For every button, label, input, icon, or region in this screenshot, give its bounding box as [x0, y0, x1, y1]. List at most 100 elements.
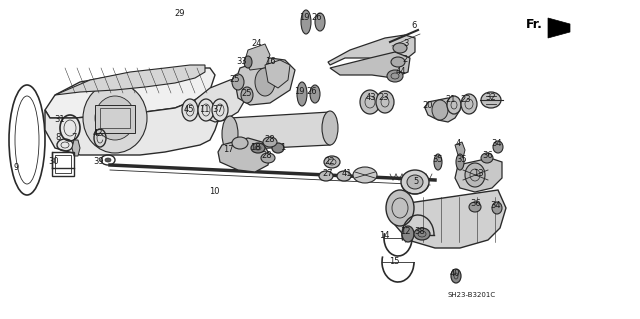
Text: 32: 32: [486, 93, 496, 101]
Text: 7: 7: [71, 132, 77, 142]
Polygon shape: [328, 35, 415, 65]
Text: 28: 28: [262, 152, 272, 160]
Polygon shape: [265, 60, 290, 88]
Ellipse shape: [315, 13, 325, 31]
Text: 22: 22: [324, 157, 335, 166]
Ellipse shape: [376, 91, 394, 113]
Polygon shape: [395, 190, 506, 248]
Text: 21: 21: [445, 95, 456, 105]
Text: 5: 5: [413, 177, 419, 187]
Polygon shape: [245, 44, 270, 70]
Ellipse shape: [182, 99, 198, 121]
Ellipse shape: [212, 99, 228, 121]
Text: 20: 20: [423, 101, 433, 110]
Text: 8: 8: [55, 133, 61, 143]
Ellipse shape: [319, 171, 333, 181]
Text: 6: 6: [412, 21, 417, 31]
Text: 3: 3: [403, 40, 409, 48]
Polygon shape: [195, 78, 248, 122]
Ellipse shape: [465, 163, 485, 187]
Text: 28: 28: [265, 135, 275, 144]
Text: 12: 12: [400, 227, 410, 236]
Bar: [100, 108, 130, 128]
Text: 34: 34: [491, 202, 501, 211]
Ellipse shape: [232, 137, 248, 149]
Text: 9: 9: [13, 164, 19, 173]
Ellipse shape: [222, 116, 238, 152]
Ellipse shape: [391, 57, 405, 67]
Ellipse shape: [297, 82, 307, 106]
Text: 36: 36: [483, 152, 493, 160]
Ellipse shape: [386, 190, 414, 226]
Text: Fr.: Fr.: [526, 19, 543, 32]
Text: 19: 19: [299, 12, 309, 21]
Ellipse shape: [324, 156, 340, 168]
Polygon shape: [55, 65, 205, 95]
Ellipse shape: [401, 170, 429, 194]
Polygon shape: [330, 52, 410, 78]
Text: 26: 26: [307, 87, 317, 97]
Bar: [95, 105, 135, 133]
Ellipse shape: [461, 94, 477, 114]
Text: 14: 14: [379, 232, 389, 241]
Bar: [52, 152, 74, 176]
Ellipse shape: [447, 96, 461, 114]
Text: 17: 17: [223, 145, 234, 154]
Text: 10: 10: [209, 188, 220, 197]
Ellipse shape: [272, 143, 284, 153]
Polygon shape: [455, 142, 465, 158]
Ellipse shape: [360, 90, 380, 114]
Text: 39: 39: [93, 158, 104, 167]
Ellipse shape: [407, 175, 423, 189]
Text: 27: 27: [323, 169, 333, 179]
Text: 13: 13: [473, 169, 483, 179]
Text: 16: 16: [265, 57, 275, 66]
Text: 42: 42: [93, 129, 103, 137]
Text: 30: 30: [49, 157, 60, 166]
Polygon shape: [45, 90, 220, 155]
Ellipse shape: [95, 96, 135, 140]
Text: 18: 18: [250, 143, 260, 152]
Ellipse shape: [432, 100, 448, 120]
Polygon shape: [225, 112, 335, 150]
Ellipse shape: [310, 85, 320, 103]
Text: 19: 19: [294, 87, 304, 97]
Text: 35: 35: [433, 154, 444, 164]
Polygon shape: [235, 58, 295, 105]
Text: 26: 26: [312, 12, 323, 21]
Ellipse shape: [83, 83, 147, 153]
Ellipse shape: [261, 153, 275, 163]
Ellipse shape: [493, 141, 503, 153]
Ellipse shape: [481, 92, 501, 108]
Polygon shape: [72, 140, 80, 156]
Ellipse shape: [241, 87, 253, 103]
Text: 35: 35: [457, 154, 467, 164]
Text: 36: 36: [470, 199, 481, 209]
Text: 41: 41: [342, 169, 352, 179]
Ellipse shape: [402, 226, 414, 242]
Ellipse shape: [198, 99, 214, 121]
Ellipse shape: [387, 70, 403, 82]
Ellipse shape: [393, 43, 407, 53]
Polygon shape: [425, 98, 460, 122]
Ellipse shape: [434, 154, 442, 170]
Text: 38: 38: [415, 227, 426, 236]
Text: 40: 40: [450, 270, 460, 278]
Text: 34: 34: [492, 139, 502, 149]
Ellipse shape: [232, 74, 244, 90]
Ellipse shape: [322, 111, 338, 145]
Ellipse shape: [255, 68, 275, 96]
Ellipse shape: [337, 171, 351, 181]
Text: SH23-B3201C: SH23-B3201C: [448, 292, 496, 298]
Ellipse shape: [481, 153, 493, 163]
Polygon shape: [218, 138, 270, 172]
Text: 24: 24: [252, 39, 262, 48]
Ellipse shape: [353, 167, 377, 183]
Text: 23: 23: [461, 95, 471, 105]
Text: 29: 29: [175, 9, 185, 18]
Text: 23: 23: [379, 93, 389, 101]
Text: 15: 15: [388, 256, 399, 265]
Text: 33: 33: [237, 56, 248, 65]
Text: 25: 25: [230, 76, 240, 85]
Ellipse shape: [451, 269, 461, 283]
